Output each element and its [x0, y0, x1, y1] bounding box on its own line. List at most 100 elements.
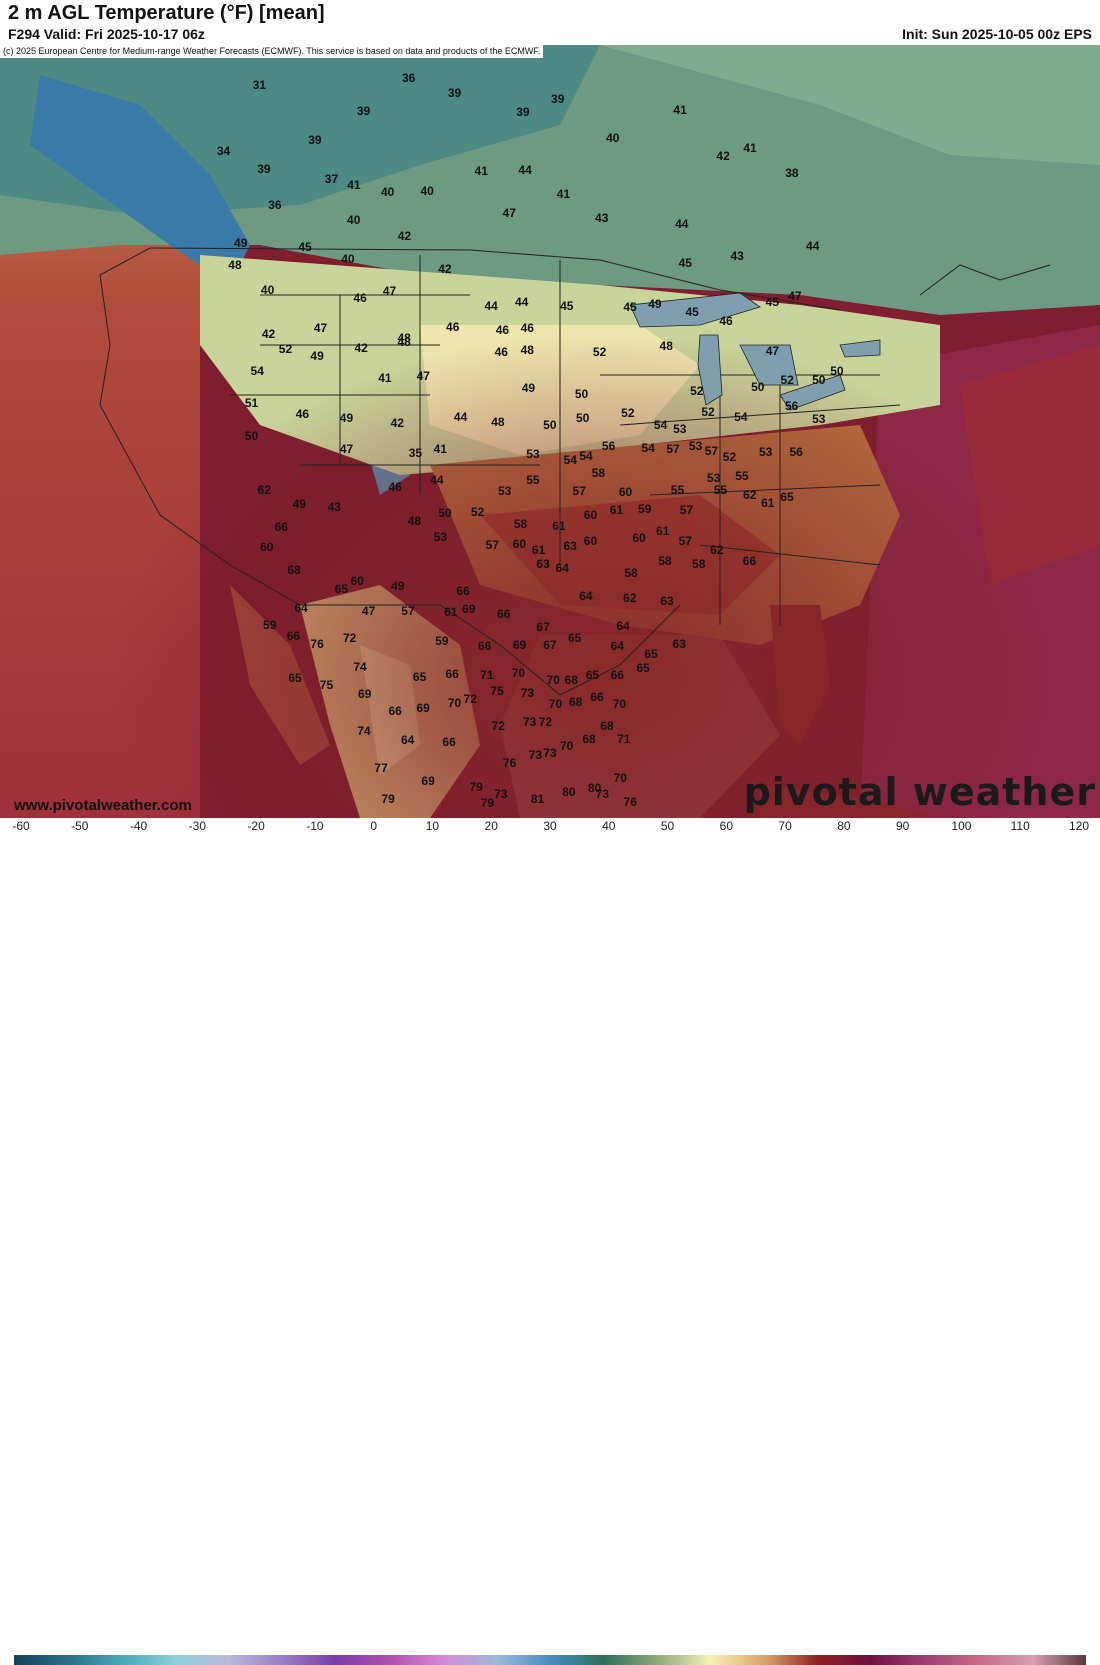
temperature-value: 52 — [722, 449, 737, 464]
temperature-value: 67 — [543, 637, 557, 652]
scale-tick-label: 40 — [602, 819, 616, 833]
temperature-value: 69 — [358, 686, 372, 701]
temperature-value: 39 — [516, 105, 530, 120]
temperature-value: 61 — [656, 523, 670, 538]
temperature-value: 48 — [491, 415, 505, 430]
temperature-value: 62 — [257, 483, 271, 497]
scale-tick-label: 30 — [543, 819, 557, 833]
temperature-value: 58 — [513, 516, 528, 531]
temperature-value: 42 — [438, 262, 452, 277]
temperature-value: 45 — [298, 240, 312, 255]
temperature-value: 46 — [353, 290, 367, 305]
scale-tick-label: -30 — [188, 819, 206, 833]
borders — [99, 247, 1051, 696]
temperature-value: 66 — [456, 583, 470, 598]
temperature-value: 57 — [485, 538, 500, 553]
temperature-value: 45 — [685, 304, 699, 319]
temperature-value: 40 — [420, 184, 434, 199]
temperature-value: 49 — [339, 410, 354, 425]
temperature-value: 49 — [648, 297, 662, 312]
scale-tick-label: 80 — [837, 819, 851, 833]
temperature-value: 52 — [592, 344, 607, 359]
map-header: 2 m AGL Temperature (°F) [mean] F294 Val… — [0, 0, 1100, 45]
temperature-value: 69 — [512, 637, 527, 652]
temperature-value: 44 — [675, 217, 689, 232]
temperature-value: 50 — [575, 411, 590, 426]
lake-superior — [629, 292, 761, 328]
temperature-value: 60 — [512, 536, 527, 551]
temperature-value: 60 — [632, 531, 646, 546]
temperature-value: 76 — [310, 637, 324, 652]
temperature-value: 80 — [587, 780, 602, 795]
scale-tick-label: 110 — [1010, 819, 1030, 833]
temperature-value: 40 — [341, 252, 355, 267]
temperature-value: 65 — [636, 660, 650, 675]
temperature-value: 66 — [274, 519, 288, 534]
temperature-value: 39 — [356, 103, 371, 118]
temperature-value: 52 — [470, 505, 485, 520]
temperature-value: 42 — [261, 327, 276, 342]
temperature-value: 39 — [447, 86, 462, 101]
temperature-value: 48 — [407, 513, 422, 528]
temperature-value: 39 — [257, 161, 271, 176]
temperature-value: 53 — [673, 421, 687, 436]
temperature-value: 49 — [234, 236, 248, 251]
us-south-border — [99, 247, 681, 696]
temperature-value: 58 — [591, 466, 606, 480]
temperature-value: 66 — [742, 554, 757, 569]
website-url[interactable]: www.pivotalweather.com — [14, 797, 192, 814]
temperature-value: 42 — [716, 148, 730, 163]
temperature-value: 74 — [357, 724, 371, 739]
temperature-value: 75 — [319, 677, 334, 692]
temperature-value: 55 — [526, 472, 540, 487]
temperature-value: 63 — [660, 593, 674, 608]
temperature-value: 44 — [518, 162, 532, 177]
temperature-value: 41 — [433, 442, 447, 457]
temperature-value: 41 — [556, 186, 571, 201]
temperature-value: 41 — [743, 140, 757, 155]
gulf-glow — [0, 45, 1100, 818]
scale-tick-label: -10 — [306, 819, 324, 833]
temperature-value: 53 — [706, 470, 721, 485]
temperature-value: 70 — [548, 697, 563, 712]
temperature-value: 49 — [391, 578, 405, 593]
temperature-value: 65 — [412, 670, 427, 685]
temperature-value: 75 — [490, 683, 504, 698]
temperature-value: 73 — [543, 745, 557, 760]
temperature-value: 48 — [659, 338, 673, 353]
temperature-value: 61 — [761, 495, 775, 510]
temperature-value: 37 — [324, 172, 339, 187]
temperature-value: 68 — [287, 562, 301, 577]
temperature-value: 34 — [216, 144, 231, 159]
temperature-value: 49 — [310, 349, 324, 364]
temperature-map[interactable]: 31 36 39 39 39 39 34 39 39 37 41 40 40 41 44 41 40 41 42 41… — [0, 45, 1100, 818]
temperature-value: 73 — [528, 747, 543, 762]
temperature-value: 68 — [600, 718, 614, 733]
temperature-field — [0, 45, 1100, 818]
scale-tick-label: -20 — [247, 819, 265, 833]
temperature-value: 53 — [688, 438, 703, 453]
temperature-value: 42 — [354, 341, 368, 356]
temperature-value: 41 — [474, 164, 488, 179]
temperature-value: 40 — [260, 283, 275, 298]
temperature-value: 54 — [653, 418, 668, 433]
temperature-value: 61 — [609, 503, 624, 518]
temperature-value: 70 — [546, 673, 560, 688]
temperature-value: 65 — [780, 489, 794, 504]
temperature-value: 66 — [442, 735, 456, 750]
temperature-value: 47 — [788, 288, 802, 303]
scale-tick-label: 90 — [895, 819, 910, 833]
temperature-value: 44 — [806, 238, 820, 253]
temperature-value: 58 — [624, 566, 638, 581]
temperature-value: 66 — [286, 628, 301, 643]
temperature-value: 59 — [638, 502, 652, 517]
temperature-value: 52 — [278, 342, 293, 357]
temperature-value: 49 — [292, 497, 306, 512]
temperature-value: 52 — [621, 405, 635, 420]
us-canada-border — [149, 247, 841, 311]
color-scale-gradient — [14, 1655, 1086, 1665]
temperature-value: 56 — [784, 399, 799, 414]
temperature-value: 66 — [388, 704, 402, 719]
temperature-value: 76 — [623, 795, 637, 810]
temperature-value: 64 — [610, 639, 625, 654]
